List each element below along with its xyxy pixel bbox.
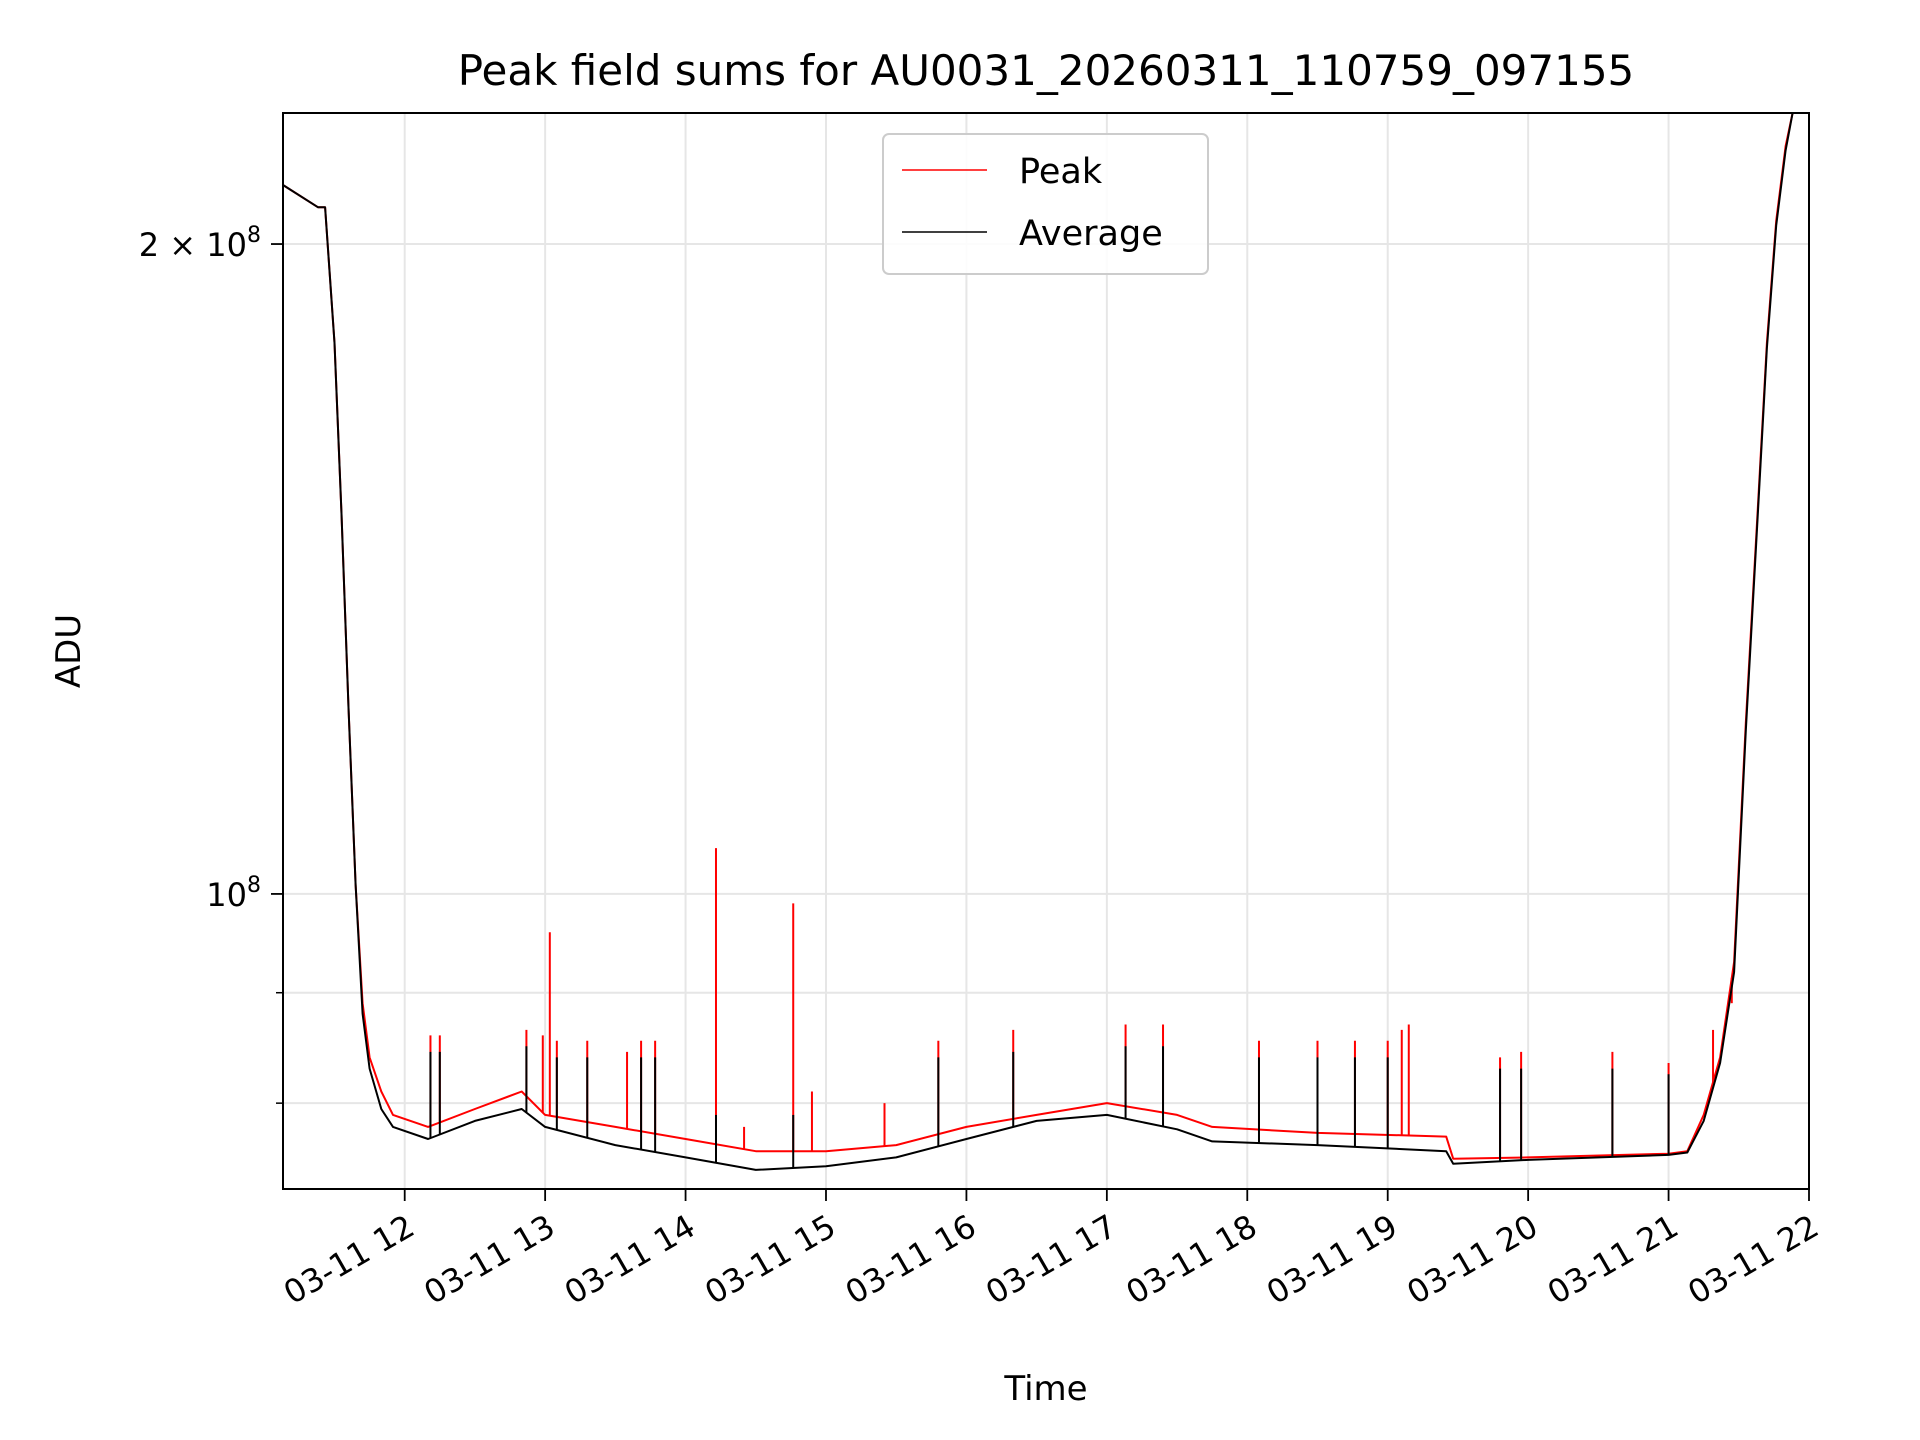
x-tick-label: 03-11 15 [698,1207,842,1312]
x-tick-label: 03-11 13 [418,1207,562,1312]
x-axis-title: Time [1003,1369,1087,1409]
x-tick-label: 03-11 12 [277,1207,421,1312]
y-axis: 2 × 108 108 [139,223,283,1104]
x-tick-label: 03-11 19 [1260,1207,1404,1312]
series-line-average [282,112,1794,1171]
plot-lines [282,112,1794,1171]
chart-title: Peak field sums for AU0031_20260311_1107… [458,46,1635,95]
y-tick-label: 108 [206,873,261,914]
x-tick-label: 03-11 17 [979,1207,1123,1312]
x-tick-label: 03-11 16 [839,1207,983,1312]
y-axis-title: ADU [49,614,89,688]
y-tick-label: 2 × 108 [139,223,261,264]
grid [283,113,1810,1189]
x-tick-label: 03-11 20 [1401,1207,1545,1312]
legend: Peak Average [882,133,1209,275]
x-tick-label: 03-11 14 [558,1207,702,1312]
plot-frame [282,112,1810,1190]
x-tick-label: 03-11 21 [1541,1207,1685,1312]
legend-label-peak: Peak [1019,152,1103,192]
x-tick-label: 03-11 18 [1120,1207,1264,1312]
legend-label-average: Average [1019,214,1163,254]
x-tick-label: 03-11 22 [1681,1207,1825,1312]
legend-box [882,133,1209,275]
